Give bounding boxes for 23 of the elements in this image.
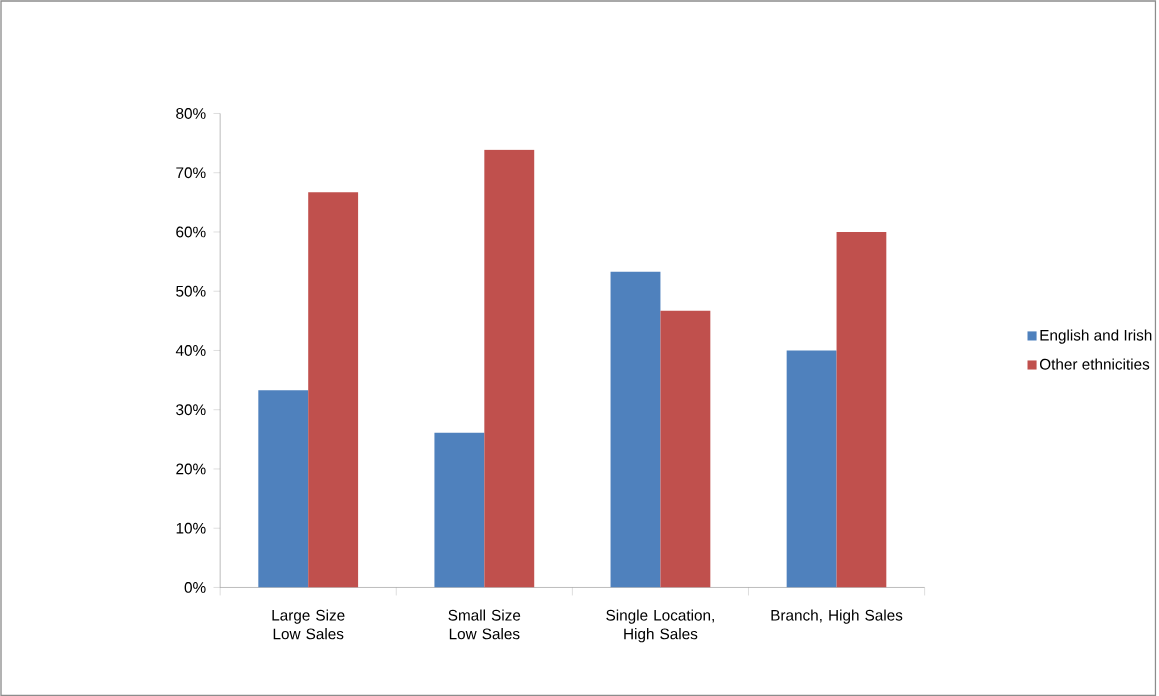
y-tick-label: 50% [176,285,206,297]
legend-label: Other ethnicities [1039,358,1150,370]
bar [836,231,887,588]
y-tick-label: 70% [176,167,206,178]
bar [308,192,359,588]
bar [610,271,661,588]
y-tick-label: 20% [176,463,206,475]
y-tick-label: 0% [184,581,206,593]
bar [258,389,309,588]
y-tick-label: 30% [176,404,206,415]
legend-label: English and Irish [1040,329,1152,344]
x-tick-label: Branch, High Sales [771,609,903,624]
y-tick-label: 60% [176,226,206,238]
x-tick-label: Small Size Low Sales [448,609,521,640]
x-tick-label: Large Size Low Sales [272,609,345,640]
bar [660,310,711,588]
x-tick-label: Single Location, High Sales [606,609,714,643]
bar [786,350,837,588]
y-tick-label: 10% [176,522,206,534]
bar [484,149,535,588]
y-tick-label: 80% [176,107,206,119]
bar [434,432,485,588]
y-tick-label: 40% [175,344,206,356]
